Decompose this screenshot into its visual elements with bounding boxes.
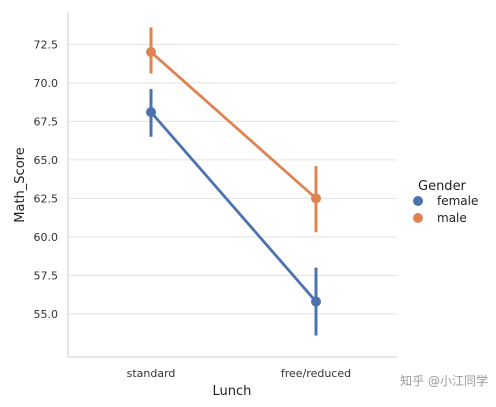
watermark: 知乎 @小江同学 [400,373,488,388]
data-point [146,47,156,58]
x-axis-title: Lunch [213,384,252,399]
x-tick-label: free/reduced [281,367,351,380]
legend-title: Gender [418,179,467,194]
y-tick-labels: 55.0 57.5 60.0 62.5 65.0 67.5 70.0 72.5 [34,38,59,321]
legend: Gender female male [413,179,478,225]
series-female [146,89,321,336]
data-point [311,296,321,307]
data-point [146,107,156,118]
series-line [149,111,318,303]
axes [67,12,397,358]
legend-item-male: male [413,211,467,225]
legend-label: male [437,211,467,225]
y-tick-label: 60.0 [34,231,59,244]
y-tick-label: 70.0 [34,77,59,90]
series-male [146,27,321,233]
y-tick-label: 57.5 [34,269,59,282]
legend-label: female [437,194,478,208]
y-tick-label: 67.5 [34,115,59,128]
legend-marker [413,213,423,223]
y-tick-label: 72.5 [34,38,59,51]
grid-lines [68,43,397,315]
y-tick-label: 55.0 [34,308,59,321]
legend-items: female male [413,194,478,225]
y-tick-label: 65.0 [34,154,59,167]
x-tick-labels: standard free/reduced [127,367,352,380]
y-axis-title: Math_Score [13,147,28,222]
legend-marker [413,196,423,206]
y-tick-label: 62.5 [34,192,59,205]
x-tick-label: standard [127,367,176,380]
series-line [150,50,317,200]
series [146,27,321,336]
data-point [311,193,321,204]
legend-item-female: female [413,194,478,208]
